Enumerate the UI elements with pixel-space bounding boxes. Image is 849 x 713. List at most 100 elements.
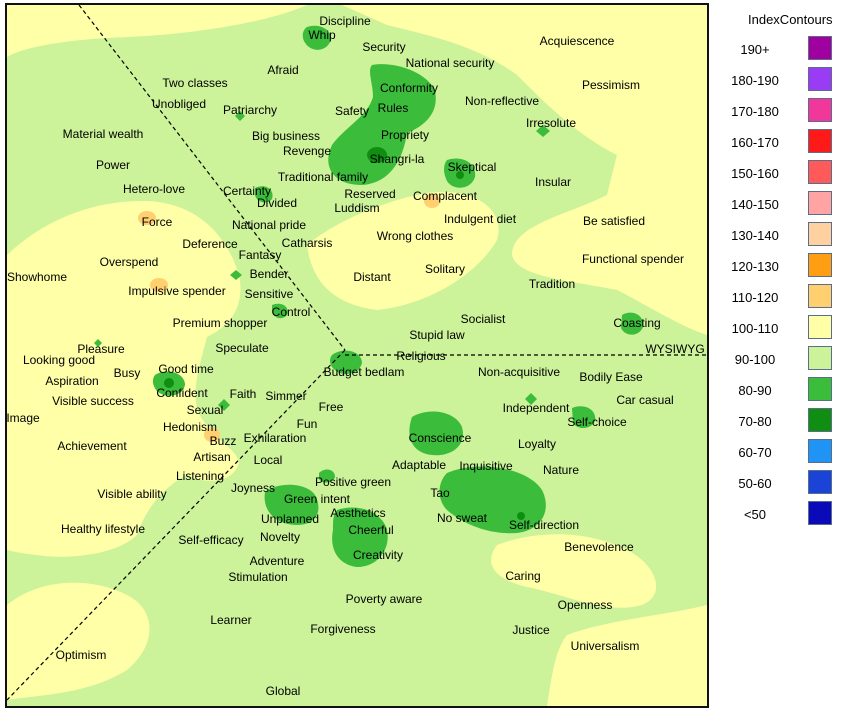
- map-label: Shangri-la: [369, 152, 425, 166]
- map-label: Functional spender: [581, 252, 685, 266]
- map-label: Complacent: [412, 189, 478, 203]
- legend-item-label: 170-180: [731, 104, 779, 119]
- map-label: Socialist: [460, 312, 506, 326]
- legend-swatch: [808, 315, 832, 339]
- map-label: Pleasure: [77, 342, 125, 356]
- legend-swatch: [808, 222, 832, 246]
- map-label: Conformity: [379, 81, 439, 95]
- map-label: Solitary: [424, 262, 466, 276]
- map-label: Faith: [229, 387, 257, 401]
- map-label: Aspiration: [45, 374, 99, 388]
- legend-item: 140-150: [712, 191, 849, 217]
- legend-item: 150-160: [712, 160, 849, 186]
- map-label: Poverty aware: [345, 592, 423, 606]
- map-label: Luddism: [334, 201, 380, 215]
- map-label: Image: [6, 411, 40, 425]
- map-label: Free: [318, 400, 344, 414]
- map-label: Impulsive spender: [128, 284, 226, 298]
- legend: IndexContours 190+ 180-190 170-180 160-170 1…: [712, 0, 849, 713]
- map-label: Simmer: [265, 389, 307, 403]
- legend-item-label: 60-70: [738, 445, 772, 460]
- legend-item: 50-60: [712, 470, 849, 496]
- map-label: Listening: [175, 469, 225, 483]
- map-label: Control: [271, 305, 311, 319]
- map-label: Be satisfied: [582, 214, 646, 228]
- map-label: Visible ability: [97, 487, 167, 501]
- map-label: Busy: [113, 366, 141, 380]
- map-label: Self-choice: [567, 415, 627, 429]
- legend-item: 180-190: [712, 67, 849, 93]
- map-label: Sensitive: [244, 287, 294, 301]
- legend-item-label: 160-170: [731, 135, 779, 150]
- map-label: Traditional family: [277, 170, 369, 184]
- map-label: Reserved: [344, 187, 396, 201]
- map-label: Stimulation: [228, 570, 288, 584]
- legend-item: 90-100: [712, 346, 849, 372]
- legend-swatch: [808, 284, 832, 308]
- map-label: Propriety: [380, 128, 430, 142]
- map-label: Deference: [182, 237, 238, 251]
- legend-swatch: [808, 67, 832, 91]
- dark-green-spots: [164, 147, 525, 520]
- legend-item-label: 50-60: [738, 476, 772, 491]
- map-label: Showhome: [6, 270, 68, 284]
- map-label: Wrong clothes: [376, 229, 454, 243]
- legend-item-label: 110-120: [731, 290, 779, 305]
- legend-item-label: 70-80: [738, 414, 772, 429]
- legend-item: 120-130: [712, 253, 849, 279]
- legend-title: IndexContours: [748, 12, 833, 27]
- map-label: National pride: [231, 218, 307, 232]
- legend-item: 160-170: [712, 129, 849, 155]
- map-label: Buzz: [209, 434, 237, 448]
- legend-item: 110-120: [712, 284, 849, 310]
- map-label: Learner: [210, 613, 252, 627]
- map-label: Speculate: [215, 341, 269, 355]
- map-label: Caring: [505, 569, 541, 583]
- map-label: Certainty: [222, 184, 272, 198]
- map-label: Looking good: [22, 353, 96, 367]
- yellow-regions: [7, 5, 707, 706]
- legend-item-label: 140-150: [731, 197, 779, 212]
- map-label: Revenge: [282, 144, 332, 158]
- map-label: Justice: [512, 623, 550, 637]
- legend-item-label: 130-140: [731, 228, 779, 243]
- map-label: Bender: [249, 267, 289, 281]
- map-label: Global: [265, 684, 301, 698]
- legend-swatch: [808, 377, 832, 401]
- map-label: Rules: [377, 101, 409, 115]
- map-label: Self-efficacy: [178, 533, 244, 547]
- contour-regions: [7, 5, 707, 706]
- map-label: Tao: [430, 486, 450, 500]
- legend-item-label: <50: [743, 507, 767, 522]
- map-label: Adventure: [249, 554, 305, 568]
- quadrant-lines: [7, 5, 707, 701]
- map-label: Irresolute: [525, 116, 577, 130]
- map-label: Good time: [158, 362, 214, 376]
- legend-item-label: 100-110: [731, 321, 779, 336]
- map-label: Independent: [502, 401, 570, 415]
- legend-item-label: 180-190: [731, 73, 779, 88]
- map-label: Joyness: [230, 481, 276, 495]
- map-label: Big business: [251, 129, 321, 143]
- map-label: WYSIWYG: [645, 342, 705, 356]
- legend-item: 100-110: [712, 315, 849, 341]
- map-label: Indulgent diet: [443, 212, 517, 226]
- map-label: Fantasy: [238, 248, 282, 262]
- legend-item: <50: [712, 501, 849, 527]
- map-label: Creativity: [352, 548, 404, 562]
- legend-swatch: [808, 408, 832, 432]
- legend-item-label: 150-160: [731, 166, 779, 181]
- legend-swatch: [808, 253, 832, 277]
- legend-swatch: [808, 129, 832, 153]
- map-label: Local: [253, 453, 283, 467]
- map-label: Religious: [396, 349, 446, 363]
- map-label: Two classes: [162, 76, 228, 90]
- map-label: Nature: [542, 463, 580, 477]
- map-label: Confident: [156, 386, 208, 400]
- legend-swatch: [808, 36, 832, 60]
- contour-map: Discipline Whip Security National security A…: [5, 3, 709, 708]
- legend-swatch: [808, 346, 832, 370]
- legend-swatch: [808, 501, 832, 525]
- map-label: Novelty: [259, 530, 301, 544]
- map-label: Positive green: [314, 475, 392, 489]
